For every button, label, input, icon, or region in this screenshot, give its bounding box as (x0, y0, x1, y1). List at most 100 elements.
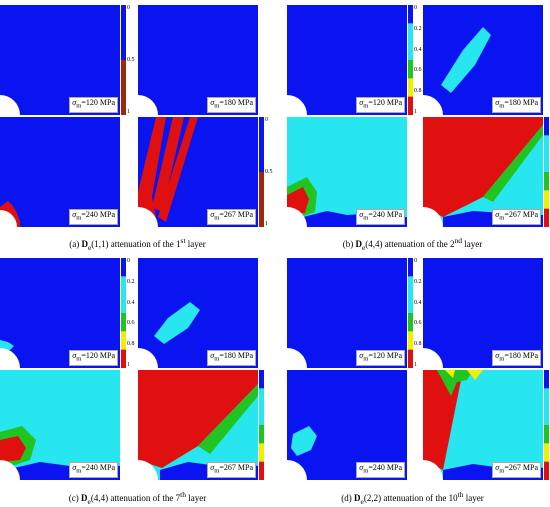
contour-plot-c2: σm=180 MPa (138, 258, 258, 368)
colorbar-band (408, 78, 413, 98)
contour-plot-a4: σm=267 MPa (138, 117, 258, 227)
contour-plot-a2: σm=180 MPa (138, 5, 258, 115)
colorbar-band (259, 443, 264, 463)
figure-caption-b: (b) De(4,4) attenuation of the 2nd layer (342, 236, 483, 252)
stress-label: σm=240 MPa (356, 209, 405, 225)
colorbar-band (408, 258, 413, 277)
stress-label: σm=240 MPa (69, 462, 118, 478)
colorbar-tick-label: 0.4 (414, 46, 422, 53)
colorbar-band (259, 461, 264, 480)
contour-plot-b3: σm=240 MPa (287, 117, 407, 227)
colorbar-band (544, 117, 549, 136)
colorbar-band (408, 5, 413, 24)
figure-caption-d: (d) De(2,2) attenuation of the 10th laye… (341, 490, 484, 506)
colorbar-band (408, 313, 413, 332)
colorbar-band (544, 370, 549, 389)
colorbar-tick-label: 0 (414, 5, 417, 11)
colorbar-band (408, 23, 413, 43)
colorbar-tick-label: 1 (265, 221, 268, 227)
colorbar-band (544, 190, 549, 210)
figure-caption-a: (a) De(1,1) attenuation of the 1st layer (69, 236, 206, 252)
colorbar-tick-label: 0 (265, 117, 268, 123)
colorbar-band (544, 425, 549, 444)
colorbar-tick-label: 1 (127, 362, 130, 368)
contour-plot-c4: σm=267 MPa (138, 370, 258, 480)
colorbar-tick-label: 0.2 (414, 25, 422, 32)
contour-plot-b2: σm=180 MPa (423, 5, 543, 115)
colorbar-band (408, 60, 413, 79)
colorbar-a-bottom (259, 117, 264, 227)
colorbar-band (408, 276, 413, 296)
colorbar-a-top (121, 5, 126, 115)
colorbar-band (259, 388, 264, 408)
colorbar-ticks-a-bottom: 0 0.5 1 (265, 117, 279, 227)
colorbar-tick-label: 0.8 (414, 341, 422, 348)
contour-plot-c1: σm=120 MPa (0, 258, 120, 368)
colorbar-ticks-a-top: 0 0.5 1 (127, 5, 141, 115)
contour-plot-d4: σm=267 MPa (423, 370, 543, 480)
stress-label: σm=180 MPa (492, 350, 541, 366)
colorbar-tick-label: 0 (414, 258, 417, 264)
colorbar-band (121, 294, 126, 314)
figure-panel-c: σm=120 MPa σm=180 MPa σm=240 MPa σm=267 … (0, 253, 275, 506)
colorbar-c-top (121, 258, 126, 368)
colorbar-tick-label: 0.2 (127, 278, 135, 285)
colorbar-band (544, 208, 549, 227)
colorbar-tick-label: 0 (127, 258, 130, 264)
colorbar-band (408, 41, 413, 61)
contour-plot-a1: σm=120 MPa (0, 5, 120, 115)
stress-label: σm=267 MPa (492, 209, 541, 225)
contour-plot-c3: σm=240 MPa (0, 370, 120, 480)
stress-label: σm=120 MPa (356, 97, 405, 113)
stress-label: σm=120 MPa (69, 97, 118, 113)
figure-panel-a: σm=120 MPa σm=180 MPa σm=240 MPa σm=267 … (0, 0, 275, 252)
stress-label: σm=180 MPa (207, 350, 256, 366)
colorbar-tick-label: 0.6 (127, 320, 135, 327)
figure-panel-d: σm=120 MPa σm=180 MPa σm=240 MPa σm=267 … (275, 253, 550, 506)
stress-label: σm=180 MPa (492, 97, 541, 113)
contour-plot-b1: σm=120 MPa (287, 5, 407, 115)
colorbar-band (544, 388, 549, 408)
colorbar-tick-label: 1 (414, 362, 417, 368)
colorbar-c-bottom (259, 370, 264, 480)
colorbar-d-top (408, 258, 413, 368)
colorbar-band (259, 425, 264, 444)
colorbar-tick-label: 0.5 (265, 169, 273, 175)
colorbar-band (121, 276, 126, 296)
contour-plot-a3: σm=240 MPa (0, 117, 120, 227)
figure-caption-c: (c) De(4,4) attenuation of the 7th layer (68, 490, 207, 506)
stress-label: σm=267 MPa (207, 462, 256, 478)
colorbar-band (121, 258, 126, 277)
colorbar-tick-label: 0.4 (127, 299, 135, 306)
stress-label: σm=240 MPa (356, 462, 405, 478)
colorbar-tick-label: 0.8 (127, 341, 135, 348)
colorbar-band (544, 406, 549, 426)
colorbar-band (408, 294, 413, 314)
colorbar-tick-label: 0.2 (414, 278, 422, 285)
colorbar-band (259, 406, 264, 426)
colorbar-ticks-d-top: 0 0.2 0.4 0.6 0.8 1 (414, 258, 428, 368)
colorbar-band (544, 443, 549, 463)
colorbar-band (408, 349, 413, 368)
stress-label: σm=240 MPa (69, 209, 118, 225)
contour-plot-d1: σm=120 MPa (287, 258, 407, 368)
colorbar-tick-label: 0.6 (414, 320, 422, 327)
colorbar-b-top (408, 5, 413, 115)
colorbar-ticks-c-top: 0 0.2 0.4 0.6 0.8 1 (127, 258, 141, 368)
colorbar-tick-label: 0.8 (414, 88, 422, 95)
stress-label: σm=267 MPa (207, 209, 256, 225)
colorbar-ticks-b-top: 0 0.2 0.4 0.6 0.8 1 (414, 5, 428, 115)
colorbar-band (408, 331, 413, 351)
stress-label: σm=120 MPa (69, 350, 118, 366)
figure-panel-b: σm=120 MPa σm=180 MPa σm=240 MPa σm=267 … (275, 0, 550, 252)
colorbar-band (544, 153, 549, 173)
colorbar-band (544, 461, 549, 480)
colorbar-tick-label: 0 (127, 5, 130, 11)
colorbar-tick-label: 0.5 (127, 57, 135, 63)
colorbar-band (408, 96, 413, 115)
stress-label: σm=120 MPa (356, 350, 405, 366)
stress-label: σm=180 MPa (207, 97, 256, 113)
stress-label: σm=267 MPa (492, 462, 541, 478)
colorbar-tick-label: 1 (414, 109, 417, 115)
colorbar-tick-label: 1 (127, 109, 130, 115)
